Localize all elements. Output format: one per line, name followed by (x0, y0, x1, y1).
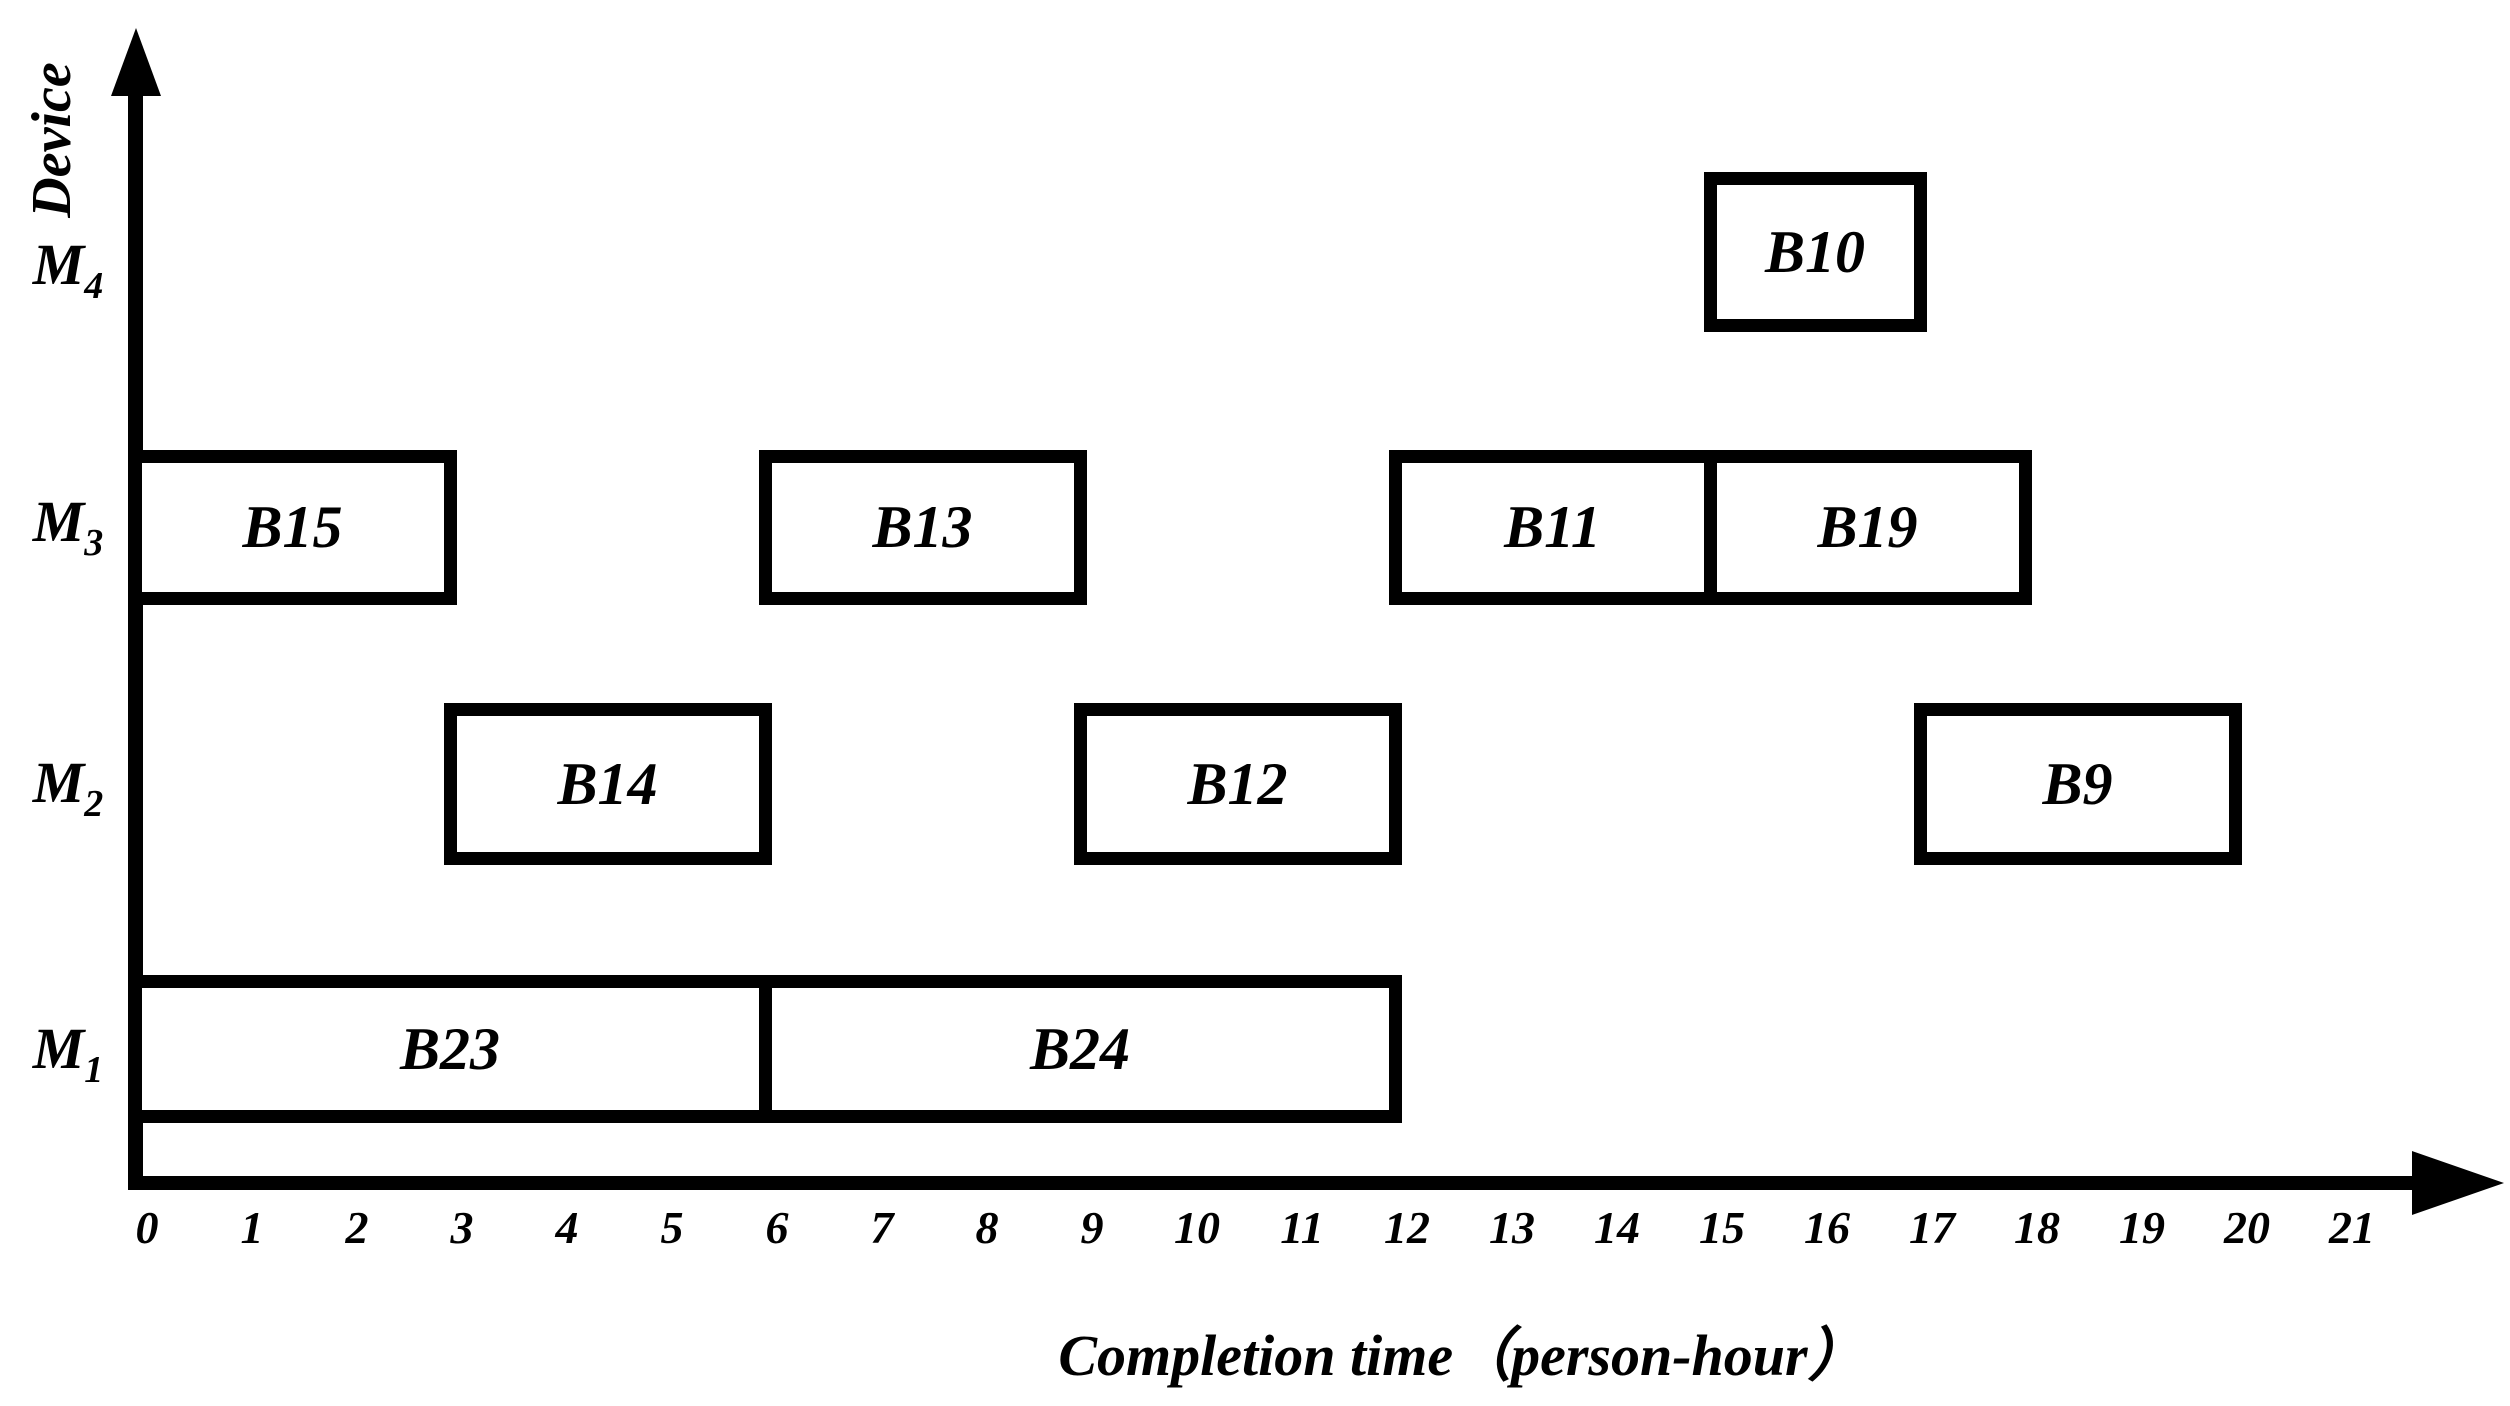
machine-letter: M (32, 1016, 85, 1081)
x-tick-label-8: 8 (975, 1202, 999, 1253)
machine-label-M4: M4 (8, 230, 128, 305)
gantt-bar-B9: B9 (1913, 703, 2242, 865)
x-tick-label-18: 18 (2014, 1202, 2060, 1253)
machine-subscript: 1 (84, 1049, 104, 1091)
gantt-bar-label: B15 (242, 494, 343, 560)
x-tick-label-13: 13 (1489, 1202, 1535, 1253)
machine-subscript: 2 (84, 783, 104, 825)
gantt-bar-B14: B14 (443, 703, 772, 865)
x-tick-label-15: 15 (1699, 1202, 1745, 1253)
gantt-bar-B15: B15 (128, 450, 457, 605)
x-tick-label-3: 3 (450, 1202, 474, 1253)
gantt-bar-label: B14 (557, 750, 658, 817)
x-tick-label-17: 17 (1909, 1202, 1955, 1253)
x-tick-label-7: 7 (870, 1202, 894, 1253)
gantt-bar-B10: B10 (1703, 172, 1927, 332)
x-tick-label-20: 20 (2224, 1202, 2270, 1253)
gantt-bar-label: B24 (1029, 1015, 1131, 1082)
x-axis-arrowhead-icon (2412, 1151, 2504, 1215)
x-tick-label-2: 2 (345, 1202, 369, 1253)
x-tick-label-12: 12 (1384, 1202, 1430, 1253)
gantt-bar-label: B12 (1187, 750, 1288, 817)
machine-label-M2: M2 (8, 748, 128, 823)
machine-subscript: 3 (84, 522, 104, 564)
machine-subscript: 4 (84, 265, 104, 307)
machine-letter: M (32, 232, 85, 297)
gantt-bar-B19: B19 (1703, 450, 2032, 605)
x-axis-line (128, 1176, 2416, 1190)
y-axis-arrowhead-icon (111, 28, 161, 96)
gantt-bar-label: B13 (872, 494, 973, 560)
gantt-bar-B12: B12 (1073, 703, 1402, 865)
x-axis-title: Completion time（person-hour） (1058, 1323, 1866, 1388)
x-tick-label-1: 1 (240, 1202, 264, 1253)
gantt-bar-label: B10 (1764, 218, 1866, 285)
gantt-bar-B11: B11 (1388, 450, 1717, 605)
x-tick-label-21: 21 (2329, 1202, 2375, 1253)
x-tick-label-14: 14 (1594, 1202, 1640, 1253)
machine-letter: M (32, 750, 85, 815)
gantt-bar-B23: B23 (128, 975, 772, 1123)
gantt-bar-label: B9 (2042, 750, 2113, 817)
x-tick-label-16: 16 (1804, 1202, 1850, 1253)
x-tick-label-19: 19 (2119, 1202, 2165, 1253)
gantt-bar-label: B23 (399, 1015, 501, 1082)
gantt-bar-B24: B24 (758, 975, 1402, 1123)
x-tick-label-5: 5 (660, 1202, 684, 1253)
x-tick-label-9: 9 (1080, 1202, 1104, 1253)
machine-label-M3: M3 (8, 487, 128, 562)
machine-label-M1: M1 (8, 1014, 128, 1089)
x-tick-label-6: 6 (765, 1202, 789, 1253)
x-tick-label-10: 10 (1174, 1202, 1220, 1253)
y-axis-line (128, 85, 143, 1190)
x-tick-label-0: 0 (135, 1202, 159, 1253)
y-axis-title: Device (21, 62, 83, 218)
gantt-bar-label: B19 (1817, 494, 1918, 560)
x-tick-label-11: 11 (1280, 1202, 1324, 1253)
x-tick-label-4: 4 (555, 1202, 579, 1253)
gantt-bar-label: B11 (1504, 494, 1601, 560)
machine-letter: M (32, 489, 85, 554)
gantt-bar-B13: B13 (758, 450, 1087, 605)
